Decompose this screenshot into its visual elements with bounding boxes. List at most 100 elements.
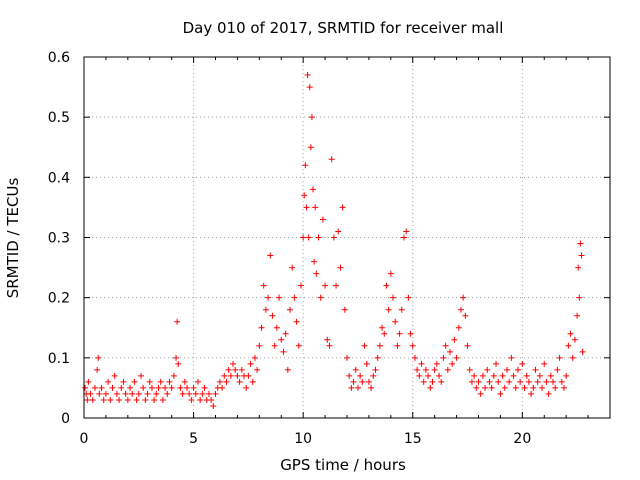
- data-point: [571, 336, 578, 343]
- data-point: [230, 360, 237, 367]
- data-point: [312, 204, 319, 211]
- data-point: [140, 384, 147, 391]
- data-point: [107, 396, 114, 403]
- data-point: [245, 372, 252, 379]
- data-point: [451, 336, 458, 343]
- data-point: [113, 390, 120, 397]
- data-point: [497, 390, 504, 397]
- data-point: [82, 384, 89, 391]
- data-point: [155, 384, 162, 391]
- data-point: [131, 378, 138, 385]
- data-point: [184, 384, 191, 391]
- data-point: [223, 378, 230, 385]
- data-point: [341, 306, 348, 313]
- data-point: [536, 372, 543, 379]
- data-point: [436, 372, 443, 379]
- data-point: [234, 372, 241, 379]
- data-point: [227, 372, 234, 379]
- data-point: [365, 378, 372, 385]
- data-point: [462, 312, 469, 319]
- data-point: [569, 354, 576, 361]
- data-point: [442, 342, 449, 349]
- data-point: [267, 252, 274, 259]
- data-point: [265, 294, 272, 301]
- data-point: [319, 216, 326, 223]
- data-point: [116, 396, 123, 403]
- data-point: [219, 384, 226, 391]
- data-point: [403, 228, 410, 235]
- data-point: [376, 342, 383, 349]
- data-point: [170, 372, 177, 379]
- data-point: [405, 294, 412, 301]
- x-axis-title: GPS time / hours: [280, 456, 406, 474]
- data-point: [565, 342, 572, 349]
- data-point: [111, 372, 118, 379]
- data-point: [477, 390, 484, 397]
- data-point: [236, 378, 243, 385]
- data-point: [225, 366, 232, 373]
- data-point: [210, 402, 217, 409]
- data-point: [449, 360, 456, 367]
- data-point: [447, 348, 454, 355]
- data-point: [438, 378, 445, 385]
- data-point: [368, 384, 375, 391]
- data-point: [310, 186, 317, 193]
- data-point: [348, 384, 355, 391]
- data-point: [135, 390, 142, 397]
- y-tick-label: 0.5: [48, 110, 70, 126]
- x-tick-label: 0: [80, 431, 89, 447]
- data-point: [173, 354, 180, 361]
- data-point: [179, 390, 186, 397]
- data-point: [249, 378, 256, 385]
- data-point: [221, 372, 228, 379]
- x-tick-label: 20: [513, 431, 531, 447]
- data-point: [532, 366, 539, 373]
- data-point: [541, 360, 548, 367]
- data-point: [291, 294, 298, 301]
- data-point: [129, 390, 136, 397]
- data-point: [300, 234, 307, 241]
- data-point: [269, 312, 276, 319]
- data-point: [490, 372, 497, 379]
- data-point: [479, 372, 486, 379]
- data-point: [420, 378, 427, 385]
- data-point: [317, 294, 324, 301]
- data-point: [575, 264, 582, 271]
- data-point: [558, 378, 565, 385]
- data-point: [293, 318, 300, 325]
- data-point: [453, 354, 460, 361]
- data-point: [307, 144, 314, 151]
- data-point: [370, 372, 377, 379]
- data-point: [238, 366, 245, 373]
- data-point: [258, 324, 265, 331]
- data-point: [127, 384, 134, 391]
- data-point: [409, 342, 416, 349]
- data-point: [284, 366, 291, 373]
- data-point: [512, 384, 519, 391]
- data-point: [429, 378, 436, 385]
- data-point: [414, 366, 421, 373]
- data-point: [517, 378, 524, 385]
- plot-frame: [83, 56, 611, 419]
- data-point: [301, 192, 308, 199]
- data-point: [514, 366, 521, 373]
- x-tick-label: 15: [404, 431, 422, 447]
- data-point: [324, 336, 331, 343]
- data-point: [344, 354, 350, 361]
- y-tick-label: 0.4: [48, 170, 70, 186]
- data-point: [550, 378, 557, 385]
- data-point: [205, 390, 212, 397]
- data-point: [422, 366, 429, 373]
- data-point: [357, 372, 364, 379]
- data-point: [168, 384, 175, 391]
- data-point: [102, 390, 109, 397]
- data-point: [473, 384, 480, 391]
- data-points: [82, 72, 586, 409]
- data-point: [407, 330, 414, 337]
- data-point: [262, 306, 269, 313]
- data-point: [311, 258, 318, 265]
- data-point: [501, 384, 508, 391]
- data-point: [337, 264, 344, 271]
- data-point: [201, 384, 208, 391]
- axis-ticks: [83, 56, 610, 419]
